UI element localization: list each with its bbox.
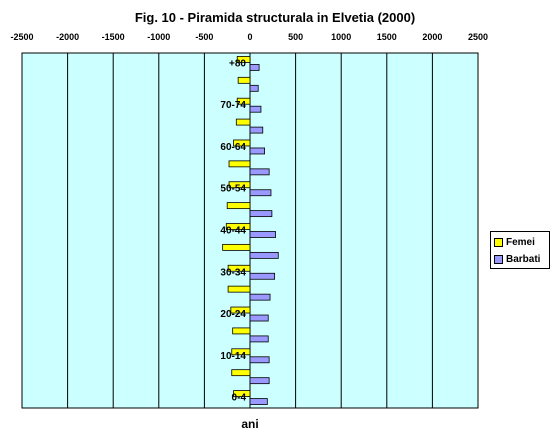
x-tick-label: 1500: [377, 32, 397, 42]
x-tick-label: 500: [288, 32, 303, 42]
bar-barbati: [249, 314, 269, 322]
bar-femei: [225, 223, 251, 230]
category-label: 30-34: [220, 267, 246, 278]
bar-barbati: [249, 398, 268, 405]
bar-femei: [226, 202, 251, 210]
bar-barbati: [249, 293, 271, 301]
bar-femei: [231, 369, 251, 377]
chart-title: Fig. 10 - Piramida structurala in Elveti…: [135, 10, 415, 25]
bar-barbati: [249, 356, 270, 364]
bar-femei: [228, 181, 251, 189]
bar-femei: [228, 160, 251, 168]
category-label: 40-44: [220, 226, 246, 237]
legend-label-barbati: Barbati: [506, 253, 541, 265]
bar-femei: [232, 327, 251, 335]
bar-barbati: [249, 189, 272, 197]
bar-barbati: [249, 168, 270, 176]
category-label: 10-14: [220, 351, 246, 362]
bar-femei: [233, 390, 251, 397]
bar-barbati: [249, 105, 262, 113]
x-tick-label: -1000: [147, 32, 170, 42]
category-label: 70-74: [220, 100, 246, 111]
bar-femei: [227, 285, 251, 293]
bar-femei: [236, 56, 251, 63]
category-label: 50-54: [220, 184, 246, 195]
x-tick-label: 2000: [422, 32, 442, 42]
bar-barbati: [249, 251, 279, 259]
bar-femei: [231, 348, 251, 356]
x-tick-label: 1000: [331, 32, 351, 42]
legend-item-barbati: Barbati: [494, 252, 540, 266]
bar-femei: [236, 97, 251, 105]
x-tick-label: -2500: [10, 32, 33, 42]
x-tick-label: -500: [195, 32, 213, 42]
bar-barbati: [249, 64, 260, 71]
legend-item-femei: Femei: [494, 235, 535, 249]
x-axis-label: ani: [241, 417, 258, 431]
bar-femei: [233, 139, 251, 147]
category-label: 60-64: [220, 142, 246, 153]
legend-swatch-barbati: [494, 254, 503, 264]
bar-barbati: [249, 210, 273, 218]
x-tick-label: 0: [247, 32, 252, 42]
category-label: 0-4: [232, 393, 247, 404]
bar-femei: [235, 118, 251, 126]
gridlines: [67, 53, 433, 408]
category-labels: 0-4 10-14 20-24 30-34 40-44 50-54 60-64 70-74 +8…: [220, 58, 246, 403]
x-tick-label: -2000: [56, 32, 79, 42]
bar-femei: [230, 306, 251, 314]
legend-swatch-femei: [494, 237, 503, 247]
bar-barbati: [249, 84, 259, 92]
legend-label-femei: Femei: [506, 236, 535, 248]
bar-barbati: [249, 272, 276, 280]
legend: Femei Barbati: [490, 231, 550, 269]
bar-barbati: [249, 147, 265, 155]
category-label: 20-24: [220, 309, 246, 320]
bar-barbati: [249, 377, 270, 385]
bar-femei: [227, 264, 251, 272]
bar-barbati: [249, 335, 269, 343]
x-axis-tick-labels: -2500 -2000 -1500 -1000 -500 0 500 1000 1500 2000…: [10, 32, 488, 42]
bar-femei: [222, 243, 251, 251]
bar-barbati: [249, 231, 276, 238]
x-tick-label: 2500: [468, 32, 488, 42]
bar-femei: [237, 76, 251, 84]
bars: [222, 56, 279, 405]
category-label: +80: [229, 58, 246, 69]
x-tick-label: -1500: [102, 32, 125, 42]
bar-barbati: [249, 126, 264, 134]
